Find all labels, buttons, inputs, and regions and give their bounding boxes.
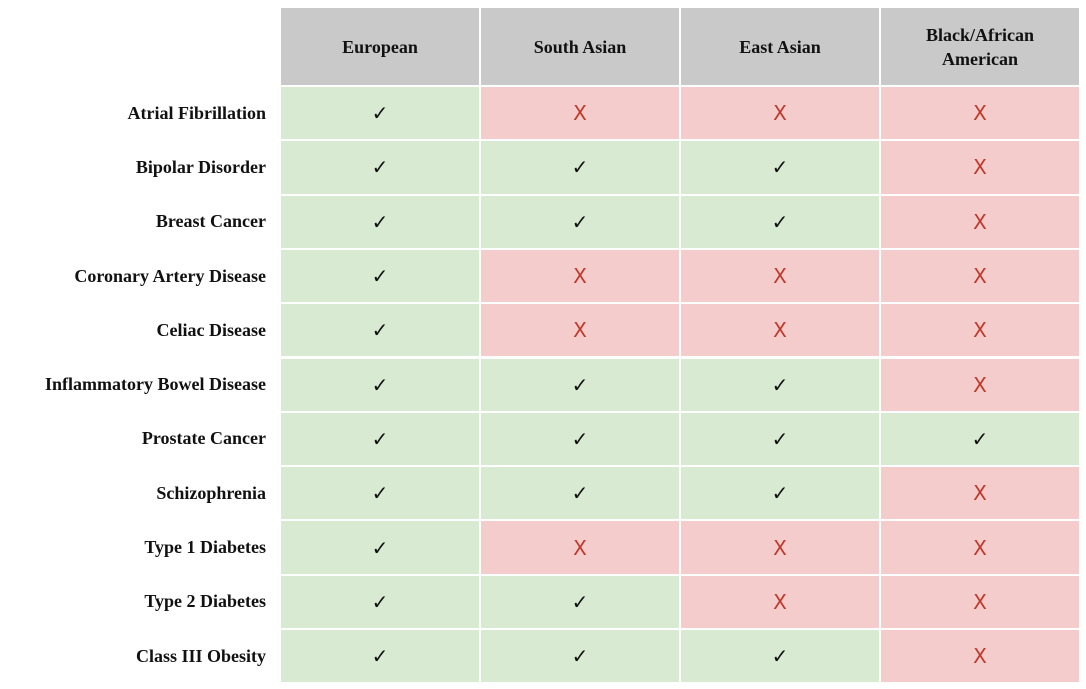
status-cell: ✓ [281, 195, 479, 248]
row-label: Breast Cancer [155, 211, 266, 232]
status-cell: X [481, 304, 679, 357]
status-cell: ✓ [681, 412, 879, 466]
status-cell: ✓ [481, 195, 679, 248]
status-cell: ✓ [281, 358, 479, 411]
row-label: Class III Obesity [135, 645, 266, 666]
status-cell: X [681, 521, 879, 574]
status-cell: ✓ [681, 141, 879, 194]
status-cell: ✓ [281, 141, 479, 194]
row-label: Type 2 Diabetes [144, 591, 266, 612]
status-cell: ✓ [281, 467, 479, 520]
status-cell: ✓ [281, 87, 479, 140]
status-cell: ✓ [481, 412, 679, 466]
status-cell: X [681, 304, 879, 357]
status-cell: X [481, 249, 679, 303]
column-header: Black/African American [881, 8, 1079, 85]
status-cell: X [481, 521, 679, 574]
status-cell: ✓ [681, 467, 879, 520]
status-cell: X [881, 304, 1079, 357]
row-label: Schizophrenia [156, 482, 266, 503]
status-cell: ✓ [881, 412, 1079, 466]
status-cell: ✓ [681, 630, 879, 683]
status-cell: ✓ [481, 358, 679, 411]
status-cell: X [881, 249, 1079, 303]
status-cell: ✓ [281, 304, 479, 357]
status-cell: ✓ [481, 141, 679, 194]
status-cell: ✓ [281, 630, 479, 683]
status-cell: X [881, 521, 1079, 574]
status-cell: ✓ [281, 521, 479, 574]
column-header: South Asian [481, 8, 679, 85]
status-cell: X [681, 249, 879, 303]
column-header: European [281, 8, 479, 85]
row-label: Inflammatory Bowel Disease [45, 374, 266, 395]
status-cell: ✓ [681, 358, 879, 411]
row-label: Celiac Disease [156, 319, 266, 340]
status-cell: X [881, 141, 1079, 194]
status-cell: X [881, 358, 1079, 411]
status-cell: ✓ [281, 412, 479, 466]
status-cell: ✓ [281, 249, 479, 303]
row-label: Prostate Cancer [141, 428, 266, 449]
status-cell: ✓ [481, 575, 679, 628]
status-cell: X [881, 467, 1079, 520]
status-cell: X [481, 87, 679, 140]
row-label: Atrial Fibrillation [127, 102, 267, 123]
status-cell: X [881, 195, 1079, 248]
status-cell: X [681, 575, 879, 628]
status-cell: ✓ [481, 467, 679, 520]
status-cell: X [881, 87, 1079, 140]
status-cell: X [881, 575, 1079, 628]
status-cell: ✓ [281, 575, 479, 628]
status-cell: X [881, 630, 1079, 683]
row-label: Bipolar Disorder [135, 156, 266, 177]
status-cell: ✓ [481, 630, 679, 683]
status-cell: X [681, 87, 879, 140]
status-cell: ✓ [681, 195, 879, 248]
row-label: Type 1 Diabetes [144, 537, 266, 558]
row-label: Coronary Artery Disease [74, 265, 266, 286]
column-header: East Asian [681, 8, 879, 85]
